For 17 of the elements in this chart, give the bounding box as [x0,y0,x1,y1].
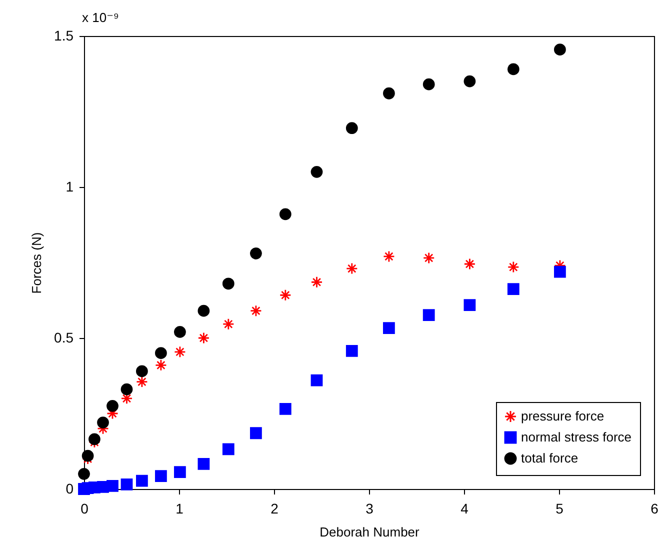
x-tick-label: 4 [460,500,469,516]
legend-label: pressure force [521,408,604,424]
legend-label: normal stress force [521,430,632,444]
y-axis-title: Forces (N) [29,232,44,294]
x-tick-label: 6 [650,500,659,516]
x-tick-label: 2 [270,500,279,516]
x-tick-label: 5 [556,500,564,516]
y-tick-label: 0 [66,480,74,496]
x-tick-label: 0 [80,500,89,516]
x-tick-label: 1 [176,500,184,516]
y-tick-label: 1.5 [54,28,74,44]
x-tick-label: 3 [366,500,374,516]
text: x 10⁻⁹ [82,10,120,25]
y-tick-label: 1 [66,178,74,194]
y-tick-label: 0.5 [54,330,74,346]
legend-label: total force [521,450,578,466]
x-axis-title: Deborah Number [320,524,420,540]
